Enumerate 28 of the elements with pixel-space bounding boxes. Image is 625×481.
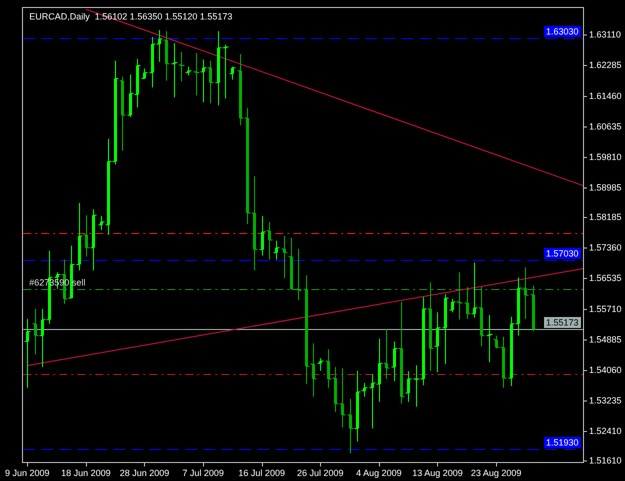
y-tick-label: 1.61460 — [589, 90, 622, 101]
y-tick-label: 1.53235 — [589, 395, 622, 406]
y-tick-label: 1.63110 — [589, 30, 621, 40]
x-tick-label: 26 Jul 2009 — [297, 468, 344, 478]
x-tick-label: 9 Jun 2009 — [4, 468, 50, 478]
y-tick-label: 1.51610 — [589, 456, 622, 466]
x-tick-label: 28 Jun 2009 — [120, 468, 170, 478]
y-tick-label: 1.62285 — [589, 60, 622, 70]
y-tick-label: 1.58185 — [589, 212, 622, 222]
ref-line-label: 1.57030 — [546, 248, 579, 258]
x-tick-label: 16 Jul 2009 — [238, 468, 285, 478]
ref-line-label: 1.51930 — [546, 437, 579, 448]
x-tick-label: 18 Jun 2009 — [61, 468, 111, 478]
x-tick-label: 23 Aug 2009 — [470, 468, 522, 478]
ref-line-label: 1.63030 — [546, 26, 579, 36]
x-tick-label: 7 Jul 2009 — [182, 468, 224, 478]
y-tick-label: 1.52410 — [589, 426, 622, 436]
y-tick-label: 1.60635 — [589, 121, 622, 132]
y-tick-label: 1.56535 — [589, 273, 622, 284]
y-tick-label: 1.54885 — [589, 334, 622, 344]
y-tick-label: 1.54060 — [589, 364, 622, 375]
ref-line-label: 1.55173 — [546, 317, 579, 328]
x-tick-label: 4 Aug 2009 — [356, 468, 402, 478]
y-tick-label: 1.58985 — [589, 182, 622, 192]
x-tick-label: 13 Aug 2009 — [412, 468, 463, 478]
y-tick-label: 1.55710 — [589, 304, 622, 314]
y-tick-label: 1.59810 — [589, 152, 622, 162]
y-tick-label: 1.57360 — [589, 242, 622, 253]
